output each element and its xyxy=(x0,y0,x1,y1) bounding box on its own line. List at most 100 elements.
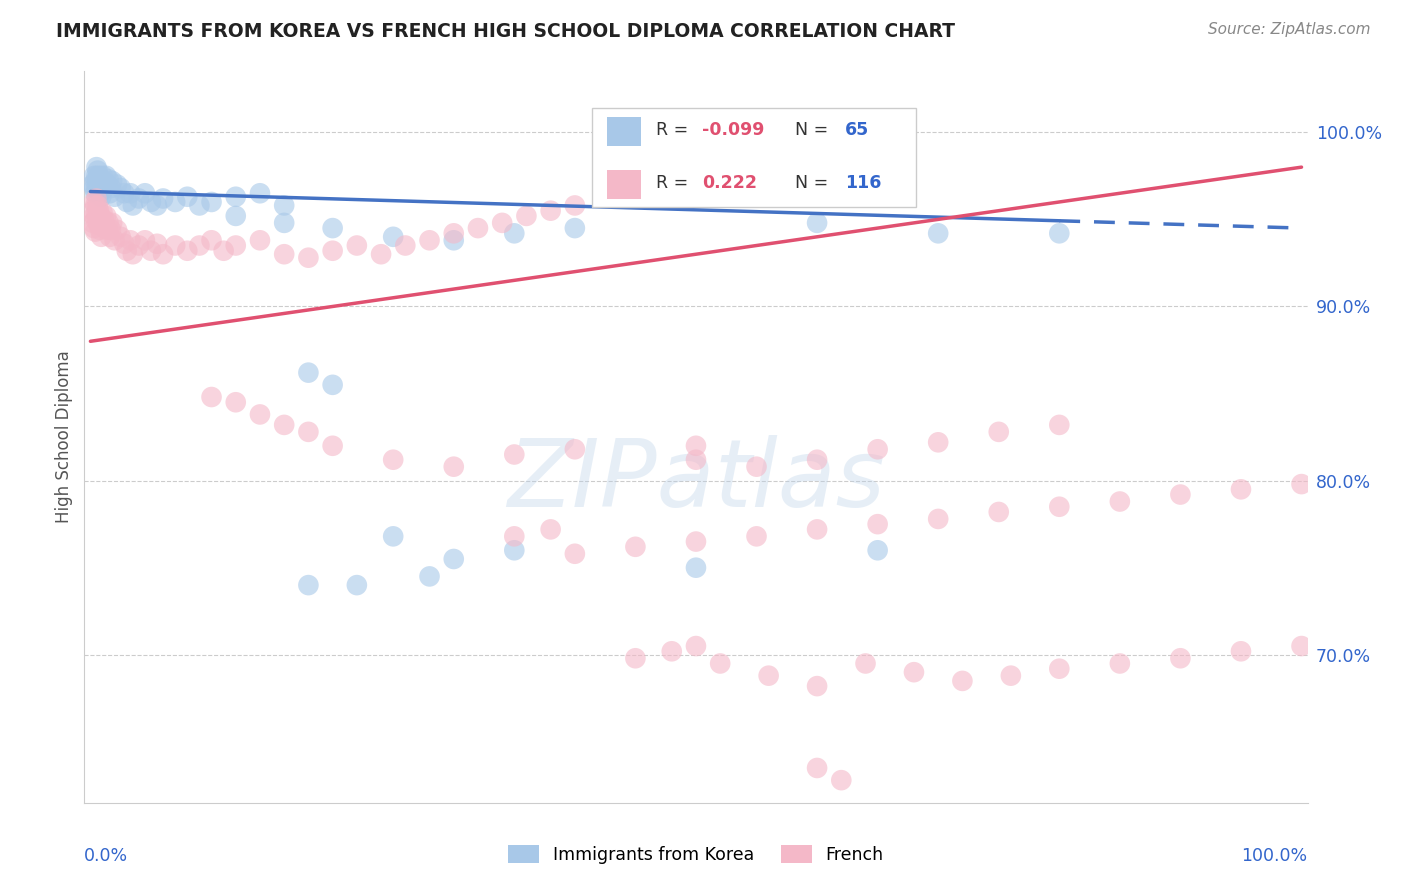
Point xyxy=(134,186,156,201)
Point xyxy=(104,233,127,247)
Point xyxy=(101,174,124,188)
Point xyxy=(806,522,828,536)
Point xyxy=(200,233,222,247)
Point xyxy=(1291,477,1313,491)
Point xyxy=(96,178,118,192)
Point xyxy=(370,247,392,261)
Point xyxy=(100,181,122,195)
Point xyxy=(91,219,114,234)
Point xyxy=(1047,227,1070,241)
Point xyxy=(564,442,586,457)
Point xyxy=(443,459,465,474)
Text: R =: R = xyxy=(655,175,693,193)
Point xyxy=(1047,417,1070,432)
Point xyxy=(806,679,828,693)
Point xyxy=(685,439,707,453)
Point xyxy=(927,227,949,241)
Point xyxy=(491,216,513,230)
Point xyxy=(866,517,889,532)
Point xyxy=(121,198,143,212)
Point xyxy=(346,578,368,592)
Point xyxy=(84,186,107,201)
Point xyxy=(987,505,1010,519)
Point xyxy=(382,452,405,467)
Point xyxy=(101,216,124,230)
Point xyxy=(176,244,198,258)
Point xyxy=(540,203,562,218)
Point xyxy=(927,512,949,526)
Point xyxy=(91,205,114,219)
Point xyxy=(249,233,271,247)
Point xyxy=(188,238,211,252)
Point xyxy=(297,251,319,265)
Point xyxy=(418,233,440,247)
Point xyxy=(503,543,526,558)
Point xyxy=(212,244,235,258)
Point xyxy=(443,227,465,241)
Point xyxy=(86,205,108,219)
Point xyxy=(152,247,174,261)
Point xyxy=(297,425,319,439)
Point xyxy=(96,169,118,183)
Point xyxy=(112,186,135,201)
Text: 0.0%: 0.0% xyxy=(84,847,128,864)
Point xyxy=(87,203,110,218)
Point xyxy=(96,209,118,223)
Point xyxy=(93,212,115,227)
Point xyxy=(322,439,344,453)
Point xyxy=(83,209,105,223)
Point xyxy=(952,673,974,688)
Point xyxy=(94,181,117,195)
Point xyxy=(297,578,319,592)
Point xyxy=(745,529,768,543)
Point xyxy=(188,198,211,212)
Point xyxy=(165,194,187,209)
Point xyxy=(87,178,110,192)
Point xyxy=(83,169,105,183)
Point xyxy=(86,212,108,227)
Point xyxy=(110,229,132,244)
Point xyxy=(97,216,120,230)
Point xyxy=(86,181,108,195)
Point xyxy=(322,377,344,392)
Point xyxy=(1170,651,1192,665)
Point xyxy=(146,198,169,212)
Point xyxy=(110,181,132,195)
Point xyxy=(758,668,780,682)
Point xyxy=(564,547,586,561)
Point xyxy=(503,448,526,462)
Point xyxy=(200,390,222,404)
Legend: Immigrants from Korea, French: Immigrants from Korea, French xyxy=(508,845,884,863)
Point xyxy=(165,238,187,252)
Point xyxy=(745,169,768,183)
Point xyxy=(91,169,114,183)
Point xyxy=(709,174,731,188)
Point xyxy=(467,221,489,235)
Text: -0.099: -0.099 xyxy=(702,121,765,139)
Point xyxy=(120,186,142,201)
Point xyxy=(564,198,586,212)
Point xyxy=(685,560,707,574)
Point xyxy=(86,198,108,212)
Point xyxy=(97,172,120,186)
Point xyxy=(806,216,828,230)
Point xyxy=(1170,487,1192,501)
Point xyxy=(128,238,150,252)
Point xyxy=(564,221,586,235)
Text: 65: 65 xyxy=(845,121,869,139)
Point xyxy=(855,657,877,671)
Point xyxy=(382,229,405,244)
Text: Source: ZipAtlas.com: Source: ZipAtlas.com xyxy=(1208,22,1371,37)
Point xyxy=(1230,644,1253,658)
Point xyxy=(394,238,416,252)
Point xyxy=(225,190,247,204)
Point xyxy=(273,417,295,432)
Point xyxy=(83,194,105,209)
Point xyxy=(115,194,138,209)
Point xyxy=(866,543,889,558)
Point xyxy=(1000,668,1022,682)
Point xyxy=(87,218,110,232)
Point xyxy=(82,203,104,218)
Point xyxy=(139,244,162,258)
Point xyxy=(89,186,111,201)
